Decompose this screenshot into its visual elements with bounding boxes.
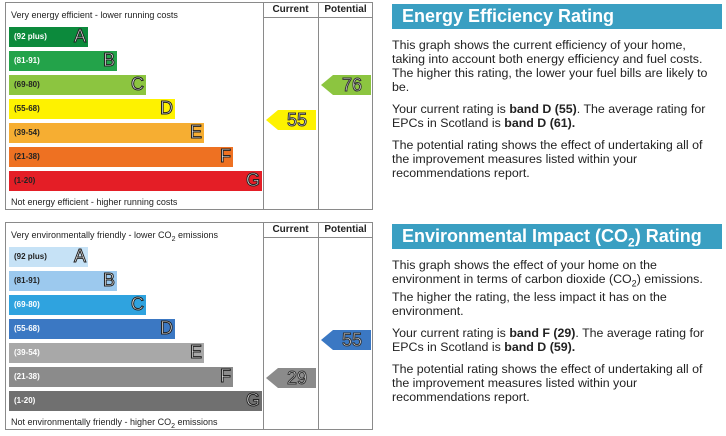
- band-letter: E: [189, 342, 202, 363]
- potential-rating-arrow: 55: [321, 330, 371, 350]
- band-range-label: (21-38): [14, 372, 40, 381]
- band-letter: A: [73, 26, 86, 47]
- potential-column-header: Potential: [324, 224, 367, 235]
- bottom-caption: Not energy efficient - higher running co…: [11, 197, 178, 207]
- band-e: (39-54) E: [9, 342, 204, 363]
- band-range-label: (55-68): [14, 324, 40, 333]
- band-c: (69-80) C: [9, 294, 146, 315]
- energy-efficiency-chart: Current Potential Very energy efficient …: [5, 2, 373, 210]
- band-letter: B: [102, 270, 115, 291]
- band-letter: C: [131, 294, 145, 315]
- band-range-label: (69-80): [14, 300, 40, 309]
- header-divider: [263, 17, 372, 18]
- band-g: (1-20) G: [9, 390, 262, 411]
- band-letter: F: [220, 366, 232, 387]
- band-letter: G: [245, 390, 260, 411]
- current-column-header: Current: [272, 4, 309, 15]
- band-e: (39-54) E: [9, 122, 204, 143]
- band-a: (92 plus) A: [9, 246, 88, 267]
- band-b: (81-91) B: [9, 270, 117, 291]
- energy-description: This graph shows the current efficiency …: [392, 38, 708, 94]
- band-letter: E: [189, 122, 202, 143]
- potential-rating-value: 55: [341, 330, 363, 350]
- band-d: (55-68) D: [9, 98, 175, 119]
- band-range-label: (92 plus): [14, 32, 47, 41]
- potential-rating-value: 76: [341, 75, 363, 95]
- band-letter: A: [73, 246, 86, 267]
- current-rating-arrow: 29: [266, 368, 316, 388]
- band-range-label: (1-20): [14, 176, 36, 185]
- column-divider: [263, 223, 264, 429]
- env-panel-title: Environmental Impact (CO2) Rating: [392, 224, 722, 250]
- band-range-label: (1-20): [14, 396, 36, 405]
- env-potential-text: The potential rating shows the effect of…: [392, 362, 703, 405]
- band-range-label: (81-91): [14, 276, 40, 285]
- header-divider: [263, 237, 372, 238]
- top-caption: Very energy efficient - lower running co…: [11, 10, 178, 20]
- band-d: (55-68) D: [9, 318, 175, 339]
- energy-current-rating-text: Your current rating is band D (55). The …: [392, 102, 706, 130]
- top-caption: Very environmentally friendly - lower CO…: [11, 230, 218, 243]
- energy-efficiency-panel: Energy Efficiency Rating This graph show…: [392, 4, 722, 180]
- band-range-label: (55-68): [14, 104, 40, 113]
- potential-column-header: Potential: [324, 4, 367, 15]
- environmental-impact-panel: Environmental Impact (CO2) Rating This g…: [392, 224, 722, 404]
- band-f: (21-38) F: [9, 146, 233, 167]
- energy-panel-title: Energy Efficiency Rating: [392, 4, 722, 29]
- band-letter: B: [102, 50, 115, 71]
- band-letter: D: [160, 98, 174, 119]
- band-letter: F: [220, 146, 232, 167]
- band-range-label: (81-91): [14, 56, 40, 65]
- band-letter: C: [131, 74, 145, 95]
- bottom-caption: Not environmentally friendly - higher CO…: [11, 417, 218, 430]
- band-range-label: (69-80): [14, 80, 40, 89]
- current-rating-arrow: 55: [266, 110, 316, 130]
- current-column-header: Current: [272, 224, 309, 235]
- band-g: (1-20) G: [9, 170, 262, 191]
- band-letter: G: [245, 170, 260, 191]
- band-letter: D: [160, 318, 174, 339]
- band-range-label: (39-54): [14, 348, 40, 357]
- band-b: (81-91) B: [9, 50, 117, 71]
- band-range-label: (39-54): [14, 128, 40, 137]
- energy-potential-text: The potential rating shows the effect of…: [392, 138, 703, 180]
- band-c: (69-80) C: [9, 74, 146, 95]
- band-range-label: (92 plus): [14, 252, 47, 261]
- current-rating-value: 55: [286, 110, 308, 130]
- column-divider: [263, 3, 264, 209]
- env-current-rating-text: Your current rating is band F (29). The …: [392, 326, 704, 355]
- current-rating-value: 29: [286, 368, 308, 388]
- column-divider: [318, 223, 319, 429]
- potential-rating-arrow: 76: [321, 75, 371, 95]
- band-a: (92 plus) A: [9, 26, 88, 47]
- band-range-label: (21-38): [14, 152, 40, 161]
- band-f: (21-38) F: [9, 366, 233, 387]
- environmental-impact-chart: Current Potential Very environmentally f…: [5, 222, 373, 430]
- env-description: This graph shows the effect of your home…: [392, 258, 703, 319]
- column-divider: [318, 3, 319, 209]
